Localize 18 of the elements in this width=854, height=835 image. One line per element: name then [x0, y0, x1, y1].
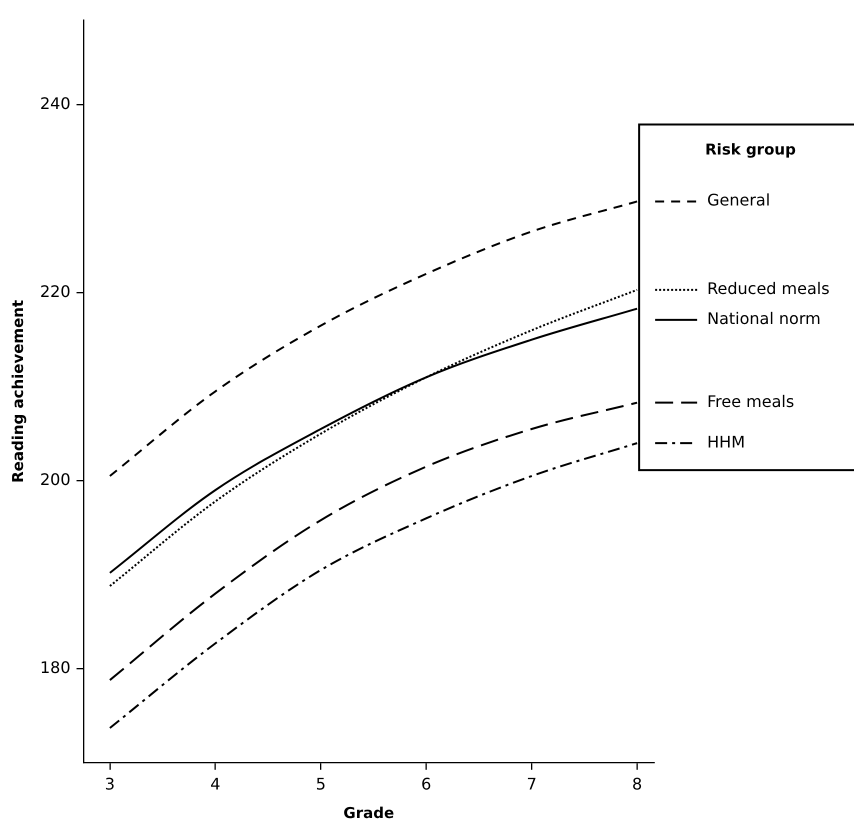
legend-label: General [707, 190, 770, 210]
y-axis-title: Reading achievement [8, 300, 27, 483]
y-tick-label: 220 [40, 282, 71, 301]
x-tick-label: 8 [632, 774, 642, 794]
legend-label: Reduced meals [707, 279, 830, 298]
legend-title: Risk group [705, 140, 796, 158]
legend-label: Free meals [707, 392, 794, 411]
legend-label: National norm [707, 309, 821, 328]
x-tick-label: 7 [526, 774, 537, 794]
legend-label: HHM [707, 432, 746, 452]
y-tick-label: 200 [40, 470, 71, 489]
x-tick-label: 3 [104, 774, 115, 794]
x-axis-title: Grade [343, 804, 394, 822]
y-tick-label: 240 [40, 94, 71, 113]
x-tick-label: 5 [316, 774, 326, 794]
y-tick-label: 180 [40, 658, 71, 677]
x-tick-label: 4 [210, 774, 220, 794]
x-tick-label: 6 [421, 774, 432, 794]
